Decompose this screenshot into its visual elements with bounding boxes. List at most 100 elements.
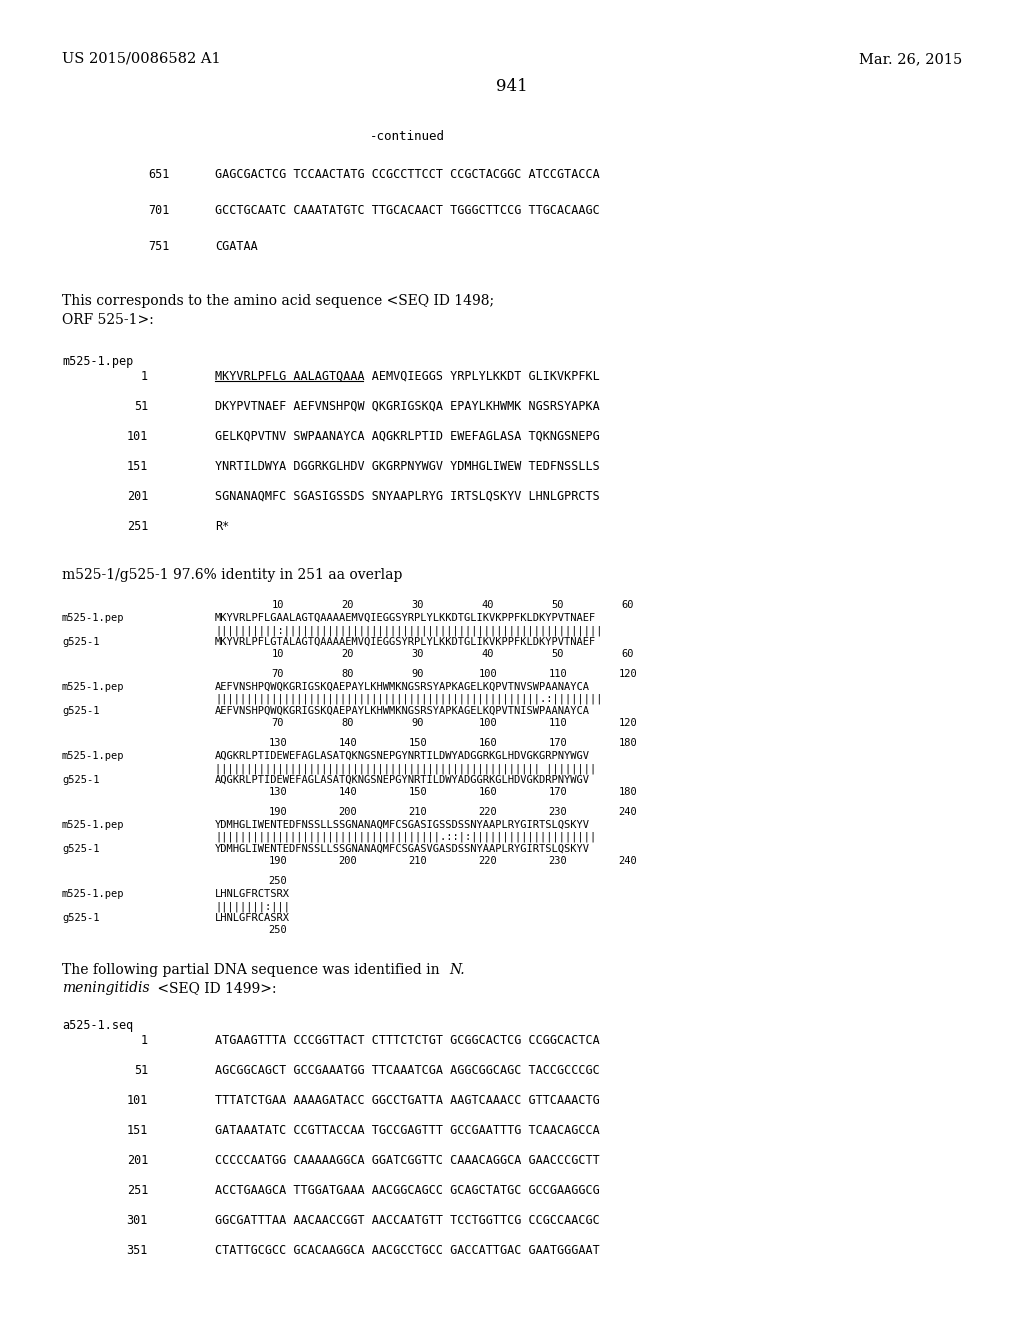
Text: 1: 1 bbox=[141, 370, 148, 383]
Text: 651: 651 bbox=[148, 168, 169, 181]
Text: MKYVRLPFLGAALAGTQAAAAEMVQIEGGSYRPLYLKKDTGLIKVKPPFKLDKYPVTNAEF: MKYVRLPFLGAALAGTQAAAAEMVQIEGGSYRPLYLKKDT… bbox=[215, 612, 596, 623]
Text: 701: 701 bbox=[148, 205, 169, 216]
Text: 80: 80 bbox=[342, 718, 354, 729]
Text: 151: 151 bbox=[127, 459, 148, 473]
Text: 941: 941 bbox=[496, 78, 528, 95]
Text: 60: 60 bbox=[622, 649, 634, 659]
Text: DKYPVTNAEF AEFVNSHPQW QKGRIGSKQA EPAYLKHWMK NGSRSYAPKA: DKYPVTNAEF AEFVNSHPQW QKGRIGSKQA EPAYLKH… bbox=[215, 400, 600, 413]
Text: AEFVNSHPQWQKGRIGSKQAEPAYLKHWMKNGSRSYAPKAGELKQPVTNVSWPAANAYCA: AEFVNSHPQWQKGRIGSKQAEPAYLKHWMKNGSRSYAPKA… bbox=[215, 682, 590, 692]
Text: 100: 100 bbox=[478, 718, 498, 729]
Text: m525-1.pep: m525-1.pep bbox=[62, 820, 125, 830]
Text: 190: 190 bbox=[268, 807, 288, 817]
Text: GATAAATATC CCGTTACCAA TGCCGAGTTT GCCGAATTTG TCAACAGCCA: GATAAATATC CCGTTACCAA TGCCGAGTTT GCCGAAT… bbox=[215, 1125, 600, 1137]
Text: 50: 50 bbox=[552, 601, 564, 610]
Text: 101: 101 bbox=[127, 430, 148, 444]
Text: GCCTGCAATC CAAATATGTC TTGCACAACT TGGGCTTCCG TTGCACAAGC: GCCTGCAATC CAAATATGTC TTGCACAACT TGGGCTT… bbox=[215, 205, 600, 216]
Text: ||||||||||||||||||||||||||||||||||||||||||||||||||||.:||||||||: ||||||||||||||||||||||||||||||||||||||||… bbox=[215, 694, 602, 705]
Text: YDMHGLIWENTEDFNSSLLSSGNANAQMFCSGASIGSSDSSNYAAPLRYGIRTSLQSKYV: YDMHGLIWENTEDFNSSLLSSGNANAQMFCSGASIGSSDS… bbox=[215, 820, 590, 830]
Text: 251: 251 bbox=[127, 1184, 148, 1197]
Text: GELKQPVTNV SWPAANAYCA AQGKRLPTID EWEFAGLASA TQKNGSNEPG: GELKQPVTNV SWPAANAYCA AQGKRLPTID EWEFAGL… bbox=[215, 430, 600, 444]
Text: 180: 180 bbox=[618, 787, 637, 797]
Text: 140: 140 bbox=[339, 787, 357, 797]
Text: 301: 301 bbox=[127, 1214, 148, 1228]
Text: 20: 20 bbox=[342, 601, 354, 610]
Text: GGCGATTTAA AACAACCGGT AACCAATGTT TCCTGGTTCG CCGCCAACGC: GGCGATTTAA AACAACCGGT AACCAATGTT TCCTGGT… bbox=[215, 1214, 600, 1228]
Text: 90: 90 bbox=[412, 718, 424, 729]
Text: m525-1.pep: m525-1.pep bbox=[62, 751, 125, 762]
Text: 180: 180 bbox=[618, 738, 637, 748]
Text: 170: 170 bbox=[549, 787, 567, 797]
Text: MKYVRLPFLG AALAGTQAAA AEMVQIEGGS YRPLYLKKDT GLIKVKPFKL: MKYVRLPFLG AALAGTQAAA AEMVQIEGGS YRPLYLK… bbox=[215, 370, 600, 383]
Text: YNRTILDWYA DGGRKGLHDV GKGRPNYWGV YDMHGLIWEW TEDFNSSLLS: YNRTILDWYA DGGRKGLHDV GKGRPNYWGV YDMHGLI… bbox=[215, 459, 600, 473]
Text: 200: 200 bbox=[339, 855, 357, 866]
Text: ORF 525-1>:: ORF 525-1>: bbox=[62, 313, 154, 327]
Text: 40: 40 bbox=[481, 649, 495, 659]
Text: 51: 51 bbox=[134, 400, 148, 413]
Text: 120: 120 bbox=[618, 669, 637, 678]
Text: 160: 160 bbox=[478, 787, 498, 797]
Text: 251: 251 bbox=[127, 520, 148, 533]
Text: SGNANAQMFC SGASIGSSDS SNYAAPLRYG IRTSLQSKYV LHNLGPRCTS: SGNANAQMFC SGASIGSSDS SNYAAPLRYG IRTSLQS… bbox=[215, 490, 600, 503]
Text: AQGKRLPTIDEWEFAGLASATQKNGSNEPGYNRTILDWYADGGRKGLHDVGKDRPNYWGV: AQGKRLPTIDEWEFAGLASATQKNGSNEPGYNRTILDWYA… bbox=[215, 775, 590, 785]
Text: 210: 210 bbox=[409, 855, 427, 866]
Text: CTATTGCGCC GCACAAGGCA AACGCCTGCC GACCATTGAC GAATGGGAAT: CTATTGCGCC GCACAAGGCA AACGCCTGCC GACCATT… bbox=[215, 1243, 600, 1257]
Text: AGCGGCAGCT GCCGAAATGG TTCAAATCGA AGGCGGCAGC TACCGCCCGC: AGCGGCAGCT GCCGAAATGG TTCAAATCGA AGGCGGC… bbox=[215, 1064, 600, 1077]
Text: 201: 201 bbox=[127, 1154, 148, 1167]
Text: N.: N. bbox=[449, 964, 465, 977]
Text: ATGAAGTTTA CCCGGTTACT CTTTCTCTGT GCGGCACTCG CCGGCACTCA: ATGAAGTTTA CCCGGTTACT CTTTCTCTGT GCGGCAC… bbox=[215, 1034, 600, 1047]
Text: 1: 1 bbox=[141, 1034, 148, 1047]
Text: AQGKRLPTIDEWEFAGLASATQKNGSNEPGYNRTILDWYADGGRKGLHDVGKGRPNYWGV: AQGKRLPTIDEWEFAGLASATQKNGSNEPGYNRTILDWYA… bbox=[215, 751, 590, 762]
Text: 20: 20 bbox=[342, 649, 354, 659]
Text: 110: 110 bbox=[549, 669, 567, 678]
Text: g525-1: g525-1 bbox=[62, 706, 99, 715]
Text: 10: 10 bbox=[271, 601, 285, 610]
Text: US 2015/0086582 A1: US 2015/0086582 A1 bbox=[62, 51, 220, 66]
Text: 751: 751 bbox=[148, 240, 169, 253]
Text: m525-1.pep: m525-1.pep bbox=[62, 355, 133, 368]
Text: This corresponds to the amino acid sequence <SEQ ID 1498;: This corresponds to the amino acid seque… bbox=[62, 294, 495, 308]
Text: 250: 250 bbox=[268, 925, 288, 935]
Text: 110: 110 bbox=[549, 718, 567, 729]
Text: 50: 50 bbox=[552, 649, 564, 659]
Text: 190: 190 bbox=[268, 855, 288, 866]
Text: meningitidis: meningitidis bbox=[62, 981, 150, 995]
Text: 40: 40 bbox=[481, 601, 495, 610]
Text: g525-1: g525-1 bbox=[62, 638, 99, 647]
Text: m525-1.pep: m525-1.pep bbox=[62, 682, 125, 692]
Text: ||||||||:|||: ||||||||:||| bbox=[215, 902, 290, 912]
Text: g525-1: g525-1 bbox=[62, 775, 99, 785]
Text: m525-1.pep: m525-1.pep bbox=[62, 612, 125, 623]
Text: 30: 30 bbox=[412, 649, 424, 659]
Text: CGATAA: CGATAA bbox=[215, 240, 258, 253]
Text: R*: R* bbox=[215, 520, 229, 533]
Text: Mar. 26, 2015: Mar. 26, 2015 bbox=[859, 51, 962, 66]
Text: AEFVNSHPQWQKGRIGSKQAEPAYLKHWMKNGSRSYAPKAGELKQPVTNISWPAANAYCA: AEFVNSHPQWQKGRIGSKQAEPAYLKHWMKNGSRSYAPKA… bbox=[215, 706, 590, 715]
Text: g525-1: g525-1 bbox=[62, 843, 99, 854]
Text: -continued: -continued bbox=[370, 129, 445, 143]
Text: 351: 351 bbox=[127, 1243, 148, 1257]
Text: 100: 100 bbox=[478, 669, 498, 678]
Text: 30: 30 bbox=[412, 601, 424, 610]
Text: 240: 240 bbox=[618, 807, 637, 817]
Text: <SEQ ID 1499>:: <SEQ ID 1499>: bbox=[153, 981, 276, 995]
Text: 140: 140 bbox=[339, 738, 357, 748]
Text: 101: 101 bbox=[127, 1094, 148, 1107]
Text: The following partial DNA sequence was identified in: The following partial DNA sequence was i… bbox=[62, 964, 444, 977]
Text: ||||||||||||||||||||||||||||||||||||.::|:||||||||||||||||||||: ||||||||||||||||||||||||||||||||||||.::|… bbox=[215, 832, 596, 842]
Text: GAGCGACTCG TCCAACTATG CCGCCTTCCT CCGCTACGGC ATCCGTACCA: GAGCGACTCG TCCAACTATG CCGCCTTCCT CCGCTAC… bbox=[215, 168, 600, 181]
Text: 90: 90 bbox=[412, 669, 424, 678]
Text: ||||||||||:|||||||||||||||||||||||||||||||||||||||||||||||||||: ||||||||||:|||||||||||||||||||||||||||||… bbox=[215, 624, 602, 635]
Text: YDMHGLIWENTEDFNSSLLSSGNANAQMFCSGASVGASDSSNYAAPLRYGIRTSLQSKYV: YDMHGLIWENTEDFNSSLLSSGNANAQMFCSGASVGASDS… bbox=[215, 843, 590, 854]
Text: LHNLGFRCTSRX: LHNLGFRCTSRX bbox=[215, 888, 290, 899]
Text: TTTATCTGAA AAAAGATACC GGCCTGATTA AAGTCAAACC GTTCAAACTG: TTTATCTGAA AAAAGATACC GGCCTGATTA AAGTCAA… bbox=[215, 1094, 600, 1107]
Text: 250: 250 bbox=[268, 876, 288, 886]
Text: 150: 150 bbox=[409, 738, 427, 748]
Text: 150: 150 bbox=[409, 787, 427, 797]
Text: 60: 60 bbox=[622, 601, 634, 610]
Text: 210: 210 bbox=[409, 807, 427, 817]
Text: 220: 220 bbox=[478, 855, 498, 866]
Text: 240: 240 bbox=[618, 855, 637, 866]
Text: 51: 51 bbox=[134, 1064, 148, 1077]
Text: 201: 201 bbox=[127, 490, 148, 503]
Text: 170: 170 bbox=[549, 738, 567, 748]
